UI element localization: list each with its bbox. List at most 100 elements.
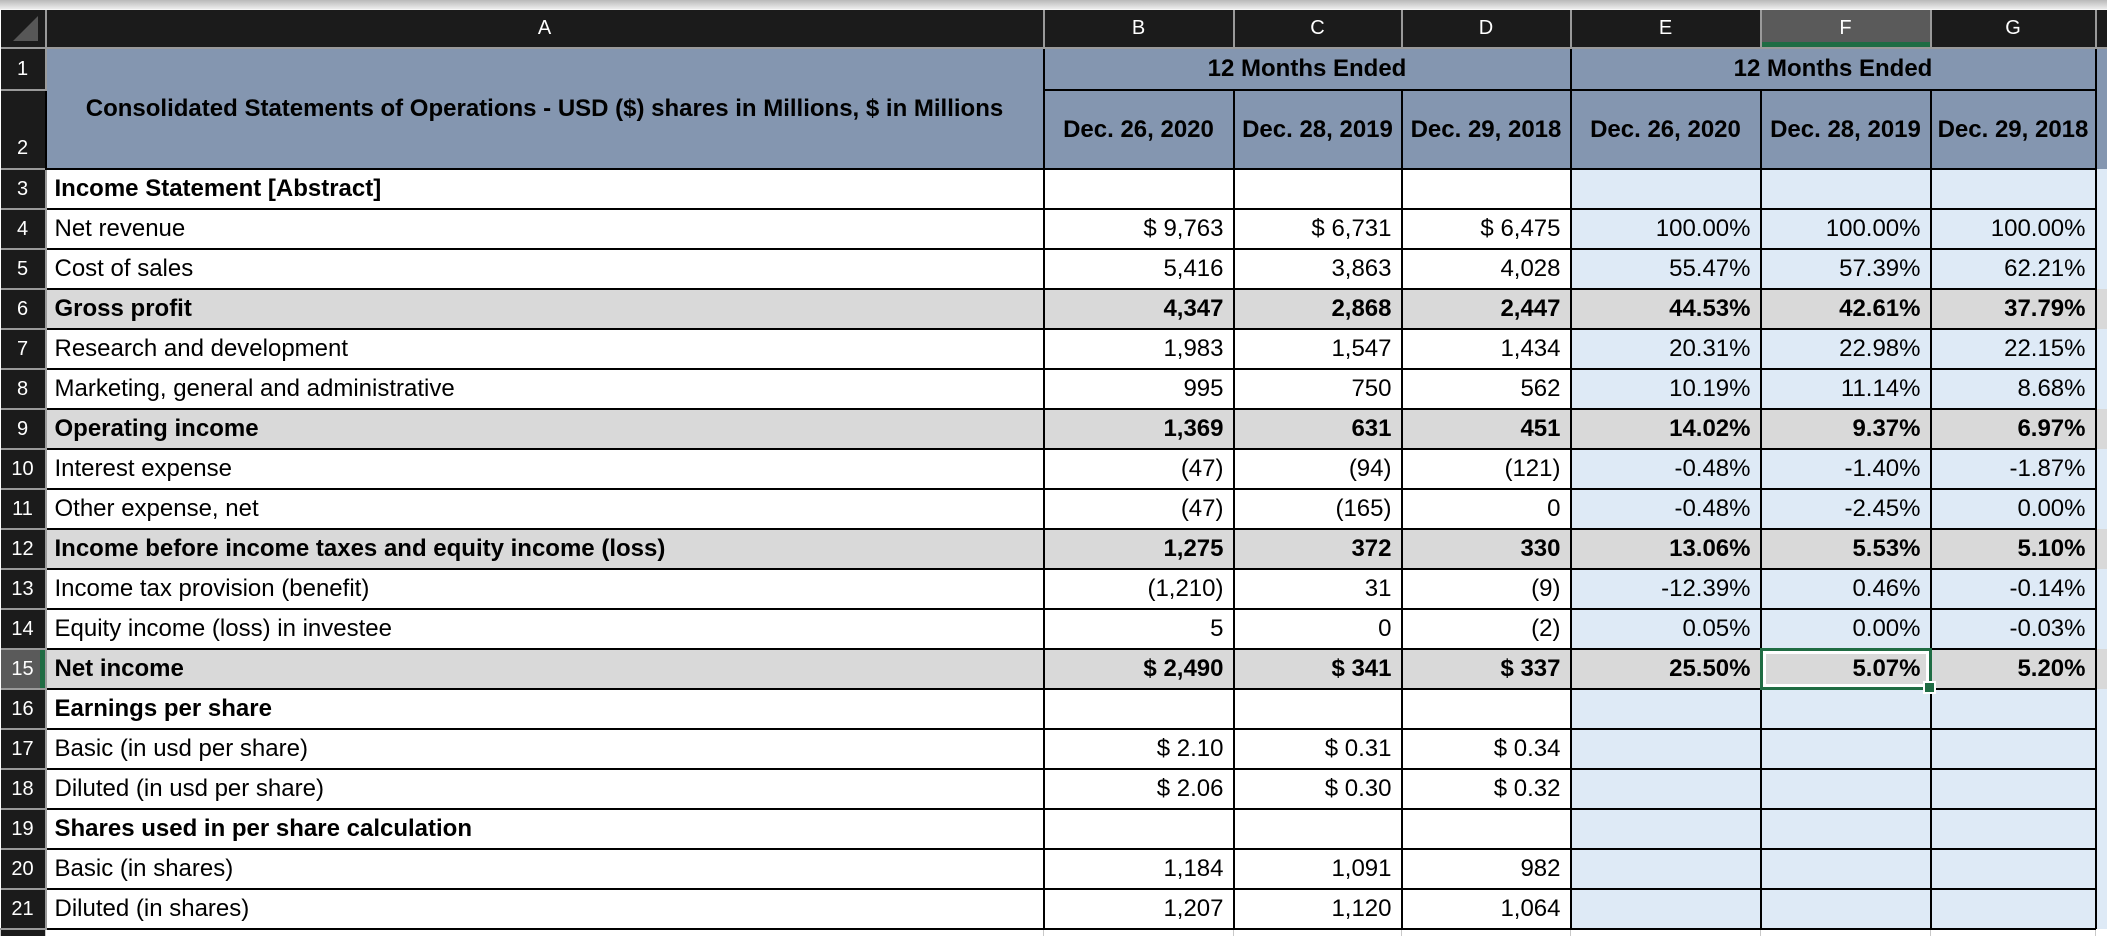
cell-C8[interactable]: 750: [1232, 368, 1403, 410]
cell-C7[interactable]: 1,547: [1232, 328, 1403, 370]
cell-B6[interactable]: 4,347: [1042, 288, 1235, 330]
column-header-G[interactable]: G: [1930, 10, 2097, 49]
cell-G18[interactable]: [1929, 768, 2097, 810]
cell-A17[interactable]: Basic (in usd per share): [44, 728, 1045, 770]
cell-E18[interactable]: [1569, 768, 1762, 810]
cell-D5[interactable]: 4,028: [1400, 248, 1572, 290]
row-header-6[interactable]: 6: [0, 289, 47, 330]
cell-B4[interactable]: $ 9,763: [1042, 208, 1235, 250]
cell-B9[interactable]: 1,369: [1042, 408, 1235, 450]
cell-D3[interactable]: [1400, 168, 1572, 210]
cell-B11[interactable]: (47): [1042, 488, 1235, 530]
cell-B21[interactable]: 1,207: [1042, 888, 1235, 930]
cell-G2-date[interactable]: Dec. 29, 2018: [1929, 89, 2097, 170]
cell-F16[interactable]: [1759, 688, 1932, 730]
select-all-button[interactable]: [0, 10, 47, 49]
row-header-10[interactable]: 10: [0, 449, 47, 490]
row-header-13[interactable]: 13: [0, 569, 47, 610]
cell-E15[interactable]: 25.50%: [1569, 648, 1762, 690]
cell-G7[interactable]: 22.15%: [1929, 328, 2097, 370]
column-header-F-selected[interactable]: F: [1760, 10, 1932, 49]
cell-F14[interactable]: 0.00%: [1759, 608, 1932, 650]
cell-A9[interactable]: Operating income: [44, 408, 1045, 450]
cell-F19[interactable]: [1759, 808, 1932, 850]
cell-G17[interactable]: [1929, 728, 2097, 770]
cell-E5[interactable]: 55.47%: [1569, 248, 1762, 290]
cell-A11[interactable]: Other expense, net: [44, 488, 1045, 530]
cell-C18[interactable]: $ 0.30: [1232, 768, 1403, 810]
column-header-C[interactable]: C: [1233, 10, 1403, 49]
row-header-15[interactable]: 15: [0, 649, 47, 690]
cell-D20[interactable]: 982: [1400, 848, 1572, 890]
cell-E9[interactable]: 14.02%: [1569, 408, 1762, 450]
cell-E10[interactable]: -0.48%: [1569, 448, 1762, 490]
cell-B7[interactable]: 1,983: [1042, 328, 1235, 370]
cell-A3[interactable]: Income Statement [Abstract]: [44, 168, 1045, 210]
cell-A15[interactable]: Net income: [44, 648, 1045, 690]
row-header-14[interactable]: 14: [0, 609, 47, 650]
row-header-11[interactable]: 11: [0, 489, 47, 530]
cell-B2-date[interactable]: Dec. 26, 2020: [1042, 89, 1235, 170]
cell-D13[interactable]: (9): [1400, 568, 1572, 610]
cell-F17[interactable]: [1759, 728, 1932, 770]
cell-C12[interactable]: 372: [1232, 528, 1403, 570]
cell-A1-title[interactable]: Consolidated Statements of Operations - …: [44, 47, 1045, 170]
row-header-17[interactable]: 17: [0, 729, 47, 770]
row-header-20[interactable]: 20: [0, 849, 47, 890]
cell-B14[interactable]: 5: [1042, 608, 1235, 650]
cell-G11[interactable]: 0.00%: [1929, 488, 2097, 530]
cell-C10[interactable]: (94): [1232, 448, 1403, 490]
cell-E3[interactable]: [1569, 168, 1762, 210]
cell-C16[interactable]: [1232, 688, 1403, 730]
cell-B1-months-ended-group[interactable]: 12 Months Ended: [1042, 47, 1572, 91]
cell-D14[interactable]: (2): [1400, 608, 1572, 650]
cell-G6[interactable]: 37.79%: [1929, 288, 2097, 330]
cell-C4[interactable]: $ 6,731: [1232, 208, 1403, 250]
cell-B18[interactable]: $ 2.06: [1042, 768, 1235, 810]
column-header-E[interactable]: E: [1570, 10, 1762, 49]
row-header-9[interactable]: 9: [0, 409, 47, 450]
cell-F12[interactable]: 5.53%: [1759, 528, 1932, 570]
cell-A8[interactable]: Marketing, general and administrative: [44, 368, 1045, 410]
cell-G15[interactable]: 5.20%: [1929, 648, 2097, 690]
row-header-2[interactable]: 2: [0, 90, 47, 170]
cell-D8[interactable]: 562: [1400, 368, 1572, 410]
cell-F5[interactable]: 57.39%: [1759, 248, 1932, 290]
cell-E19[interactable]: [1569, 808, 1762, 850]
cell-F20[interactable]: [1759, 848, 1932, 890]
cell-D16[interactable]: [1400, 688, 1572, 730]
cell-E12[interactable]: 13.06%: [1569, 528, 1762, 570]
cell-B13[interactable]: (1,210): [1042, 568, 1235, 610]
cell-C3[interactable]: [1232, 168, 1403, 210]
cell-E17[interactable]: [1569, 728, 1762, 770]
cell-A5[interactable]: Cost of sales: [44, 248, 1045, 290]
row-header-1[interactable]: 1: [0, 48, 47, 91]
cell-B19[interactable]: [1042, 808, 1235, 850]
cell-F15[interactable]: 5.07%: [1759, 648, 1937, 695]
row-header-8[interactable]: 8: [0, 369, 47, 410]
cell-B12[interactable]: 1,275: [1042, 528, 1235, 570]
cell-E16[interactable]: [1569, 688, 1762, 730]
cell-A21[interactable]: Diluted (in shares): [44, 888, 1045, 930]
cell-D12[interactable]: 330: [1400, 528, 1572, 570]
cell-G10[interactable]: -1.87%: [1929, 448, 2097, 490]
cell-E8[interactable]: 10.19%: [1569, 368, 1762, 410]
cell-A19[interactable]: Shares used in per share calculation: [44, 808, 1045, 850]
row-header-19[interactable]: 19: [0, 809, 47, 850]
cell-B17[interactable]: $ 2.10: [1042, 728, 1235, 770]
cell-A7[interactable]: Research and development: [44, 328, 1045, 370]
cell-F18[interactable]: [1759, 768, 1932, 810]
cell-D21[interactable]: 1,064: [1400, 888, 1572, 930]
cell-C6[interactable]: 2,868: [1232, 288, 1403, 330]
cell-C17[interactable]: $ 0.31: [1232, 728, 1403, 770]
cell-D18[interactable]: $ 0.32: [1400, 768, 1572, 810]
cell-A12[interactable]: Income before income taxes and equity in…: [44, 528, 1045, 570]
row-header-16[interactable]: 16: [0, 689, 47, 730]
cell-C15[interactable]: $ 341: [1232, 648, 1403, 690]
cell-F11[interactable]: -2.45%: [1759, 488, 1932, 530]
cell-G20[interactable]: [1929, 848, 2097, 890]
cell-C13[interactable]: 31: [1232, 568, 1403, 610]
cell-C19[interactable]: [1232, 808, 1403, 850]
cell-D2-date[interactable]: Dec. 29, 2018: [1400, 89, 1572, 170]
cell-F2-date[interactable]: Dec. 28, 2019: [1759, 89, 1932, 170]
